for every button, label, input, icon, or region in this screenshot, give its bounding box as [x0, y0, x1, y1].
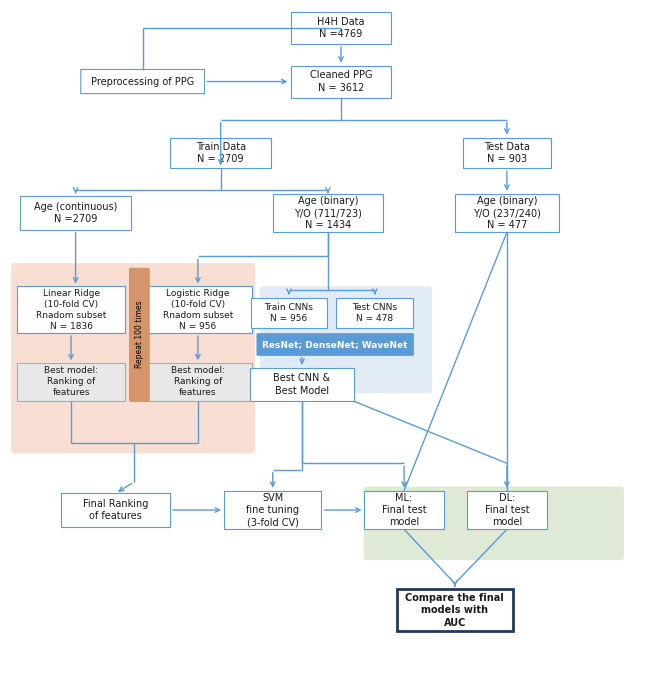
- Text: Linear Ridge
(10-fold CV)
Rnadom subset
N = 1836: Linear Ridge (10-fold CV) Rnadom subset …: [36, 289, 106, 331]
- FancyBboxPatch shape: [455, 194, 559, 232]
- FancyBboxPatch shape: [11, 263, 255, 454]
- FancyBboxPatch shape: [291, 65, 392, 98]
- Text: DL:
Final test
model: DL: Final test model: [485, 493, 529, 528]
- FancyBboxPatch shape: [273, 194, 383, 232]
- Text: Train Data
N = 2709: Train Data N = 2709: [195, 142, 246, 164]
- FancyBboxPatch shape: [20, 197, 131, 229]
- FancyBboxPatch shape: [129, 268, 150, 402]
- FancyBboxPatch shape: [291, 12, 392, 44]
- FancyBboxPatch shape: [364, 487, 624, 560]
- FancyBboxPatch shape: [60, 493, 170, 527]
- Text: Age (binary)
Y/O (237/240)
N = 477: Age (binary) Y/O (237/240) N = 477: [473, 196, 541, 230]
- FancyBboxPatch shape: [337, 297, 413, 328]
- Text: Repeat 100 times: Repeat 100 times: [135, 301, 144, 368]
- Text: Final Ranking
of features: Final Ranking of features: [83, 499, 148, 521]
- Text: Preprocessing of PPG: Preprocessing of PPG: [91, 77, 194, 87]
- Text: Train CNNs
N = 956: Train CNNs N = 956: [264, 303, 314, 323]
- Text: ML:
Final test
model: ML: Final test model: [382, 493, 426, 528]
- FancyBboxPatch shape: [467, 491, 546, 530]
- FancyBboxPatch shape: [144, 287, 251, 333]
- FancyBboxPatch shape: [256, 333, 414, 356]
- Text: Best CNN &
Best Model: Best CNN & Best Model: [274, 374, 331, 396]
- FancyBboxPatch shape: [18, 363, 125, 400]
- FancyBboxPatch shape: [144, 363, 251, 400]
- FancyBboxPatch shape: [397, 590, 513, 631]
- Text: Logistic Ridge
(10-fold CV)
Rnadom subset
N = 956: Logistic Ridge (10-fold CV) Rnadom subse…: [163, 289, 233, 331]
- Text: Best model:
Ranking of
features: Best model: Ranking of features: [44, 366, 98, 398]
- Text: Best model:
Ranking of
features: Best model: Ranking of features: [171, 366, 225, 398]
- Text: H4H Data
N =4769: H4H Data N =4769: [318, 17, 365, 39]
- Text: Age (continuous)
N =2709: Age (continuous) N =2709: [34, 202, 117, 224]
- Text: Compare the final
models with
AUC: Compare the final models with AUC: [405, 593, 504, 627]
- FancyBboxPatch shape: [18, 287, 125, 333]
- Text: Test CNNs
N = 478: Test CNNs N = 478: [352, 303, 398, 323]
- FancyBboxPatch shape: [463, 137, 551, 168]
- Text: Cleaned PPG
N = 3612: Cleaned PPG N = 3612: [310, 71, 372, 93]
- FancyBboxPatch shape: [250, 368, 354, 401]
- Text: Test Data
N = 903: Test Data N = 903: [484, 142, 530, 164]
- Text: SVM
fine tuning
(3-fold CV): SVM fine tuning (3-fold CV): [246, 493, 299, 528]
- FancyBboxPatch shape: [365, 491, 443, 530]
- FancyBboxPatch shape: [171, 137, 271, 168]
- Text: ResNet; DenseNet; WaveNet: ResNet; DenseNet; WaveNet: [262, 340, 408, 349]
- FancyBboxPatch shape: [251, 297, 327, 328]
- Text: Age (binary)
Y/O (711/723)
N = 1434: Age (binary) Y/O (711/723) N = 1434: [294, 196, 362, 230]
- FancyBboxPatch shape: [260, 287, 432, 393]
- FancyBboxPatch shape: [224, 491, 321, 530]
- FancyBboxPatch shape: [81, 69, 205, 94]
